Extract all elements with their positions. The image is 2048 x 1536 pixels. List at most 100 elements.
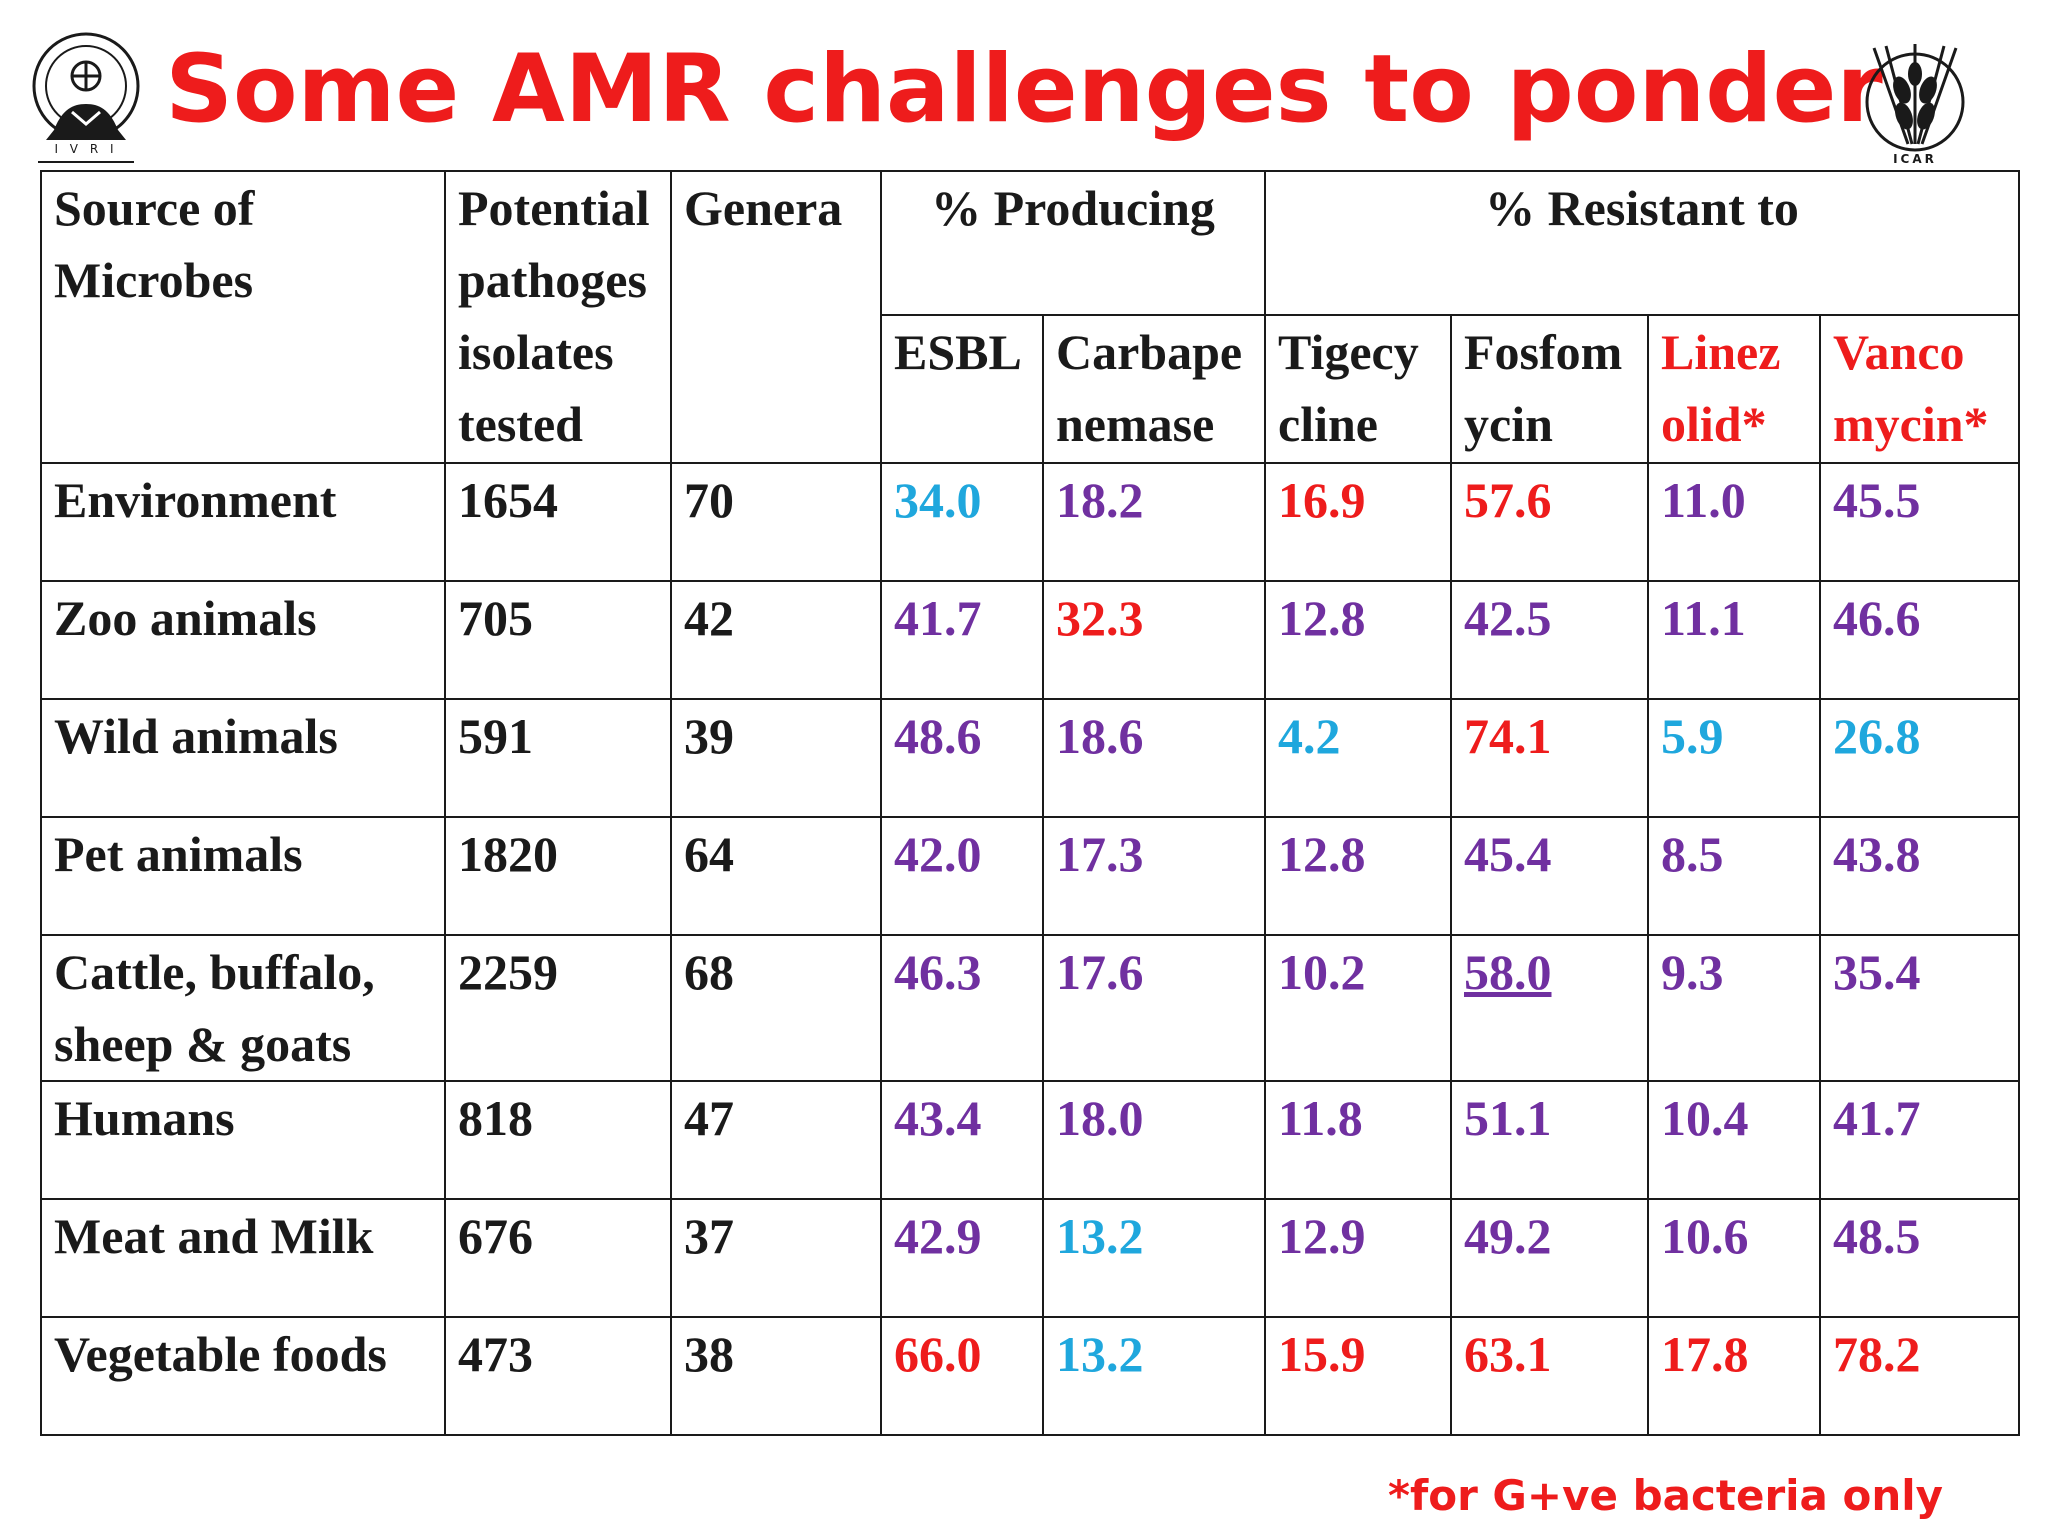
row-source: Meat and Milk	[40, 1198, 446, 1318]
row-tigecycline: 4.2	[1264, 698, 1452, 818]
row-vancomycin: 45.5	[1819, 462, 2020, 582]
row-genera: 38	[670, 1316, 882, 1436]
row-tigecycline: 10.2	[1264, 934, 1452, 1082]
row-source: Pet animals	[40, 816, 446, 936]
row-fosfomycin: 74.1	[1450, 698, 1649, 818]
row-esbl: 43.4	[880, 1080, 1044, 1200]
row-genera: 68	[670, 934, 882, 1082]
row-esbl: 66.0	[880, 1316, 1044, 1436]
row-fosfomycin: 49.2	[1450, 1198, 1649, 1318]
row-vancomycin: 46.6	[1819, 580, 2020, 700]
row-tigecycline: 12.8	[1264, 816, 1452, 936]
row-linezolid: 8.5	[1647, 816, 1821, 936]
fosfomycin-underlined-value: 58.0	[1464, 944, 1552, 1000]
row-potential: 473	[444, 1316, 672, 1436]
row-source: Vegetable foods	[40, 1316, 446, 1436]
row-vancomycin: 48.5	[1819, 1198, 2020, 1318]
table-row: Environment 1654 70 34.0 18.2 16.9 57.6 …	[40, 462, 2020, 582]
row-tigecycline: 12.9	[1264, 1198, 1452, 1318]
row-linezolid: 10.6	[1647, 1198, 1821, 1318]
row-genera: 64	[670, 816, 882, 936]
row-potential: 705	[444, 580, 672, 700]
table-row: Humans 818 47 43.4 18.0 11.8 51.1 10.4 4…	[40, 1080, 2020, 1200]
row-esbl: 42.9	[880, 1198, 1044, 1318]
row-potential: 818	[444, 1080, 672, 1200]
row-carbapenemase: 13.2	[1042, 1316, 1266, 1436]
header-genera: Genera	[670, 170, 882, 464]
row-linezolid: 10.4	[1647, 1080, 1821, 1200]
row-carbapenemase: 18.2	[1042, 462, 1266, 582]
table-row: Cattle, buffalo, sheep & goats 2259 68 4…	[40, 934, 2020, 1082]
header-esbl: ESBL	[880, 314, 1044, 464]
row-linezolid: 11.0	[1647, 462, 1821, 582]
row-source: Humans	[40, 1080, 446, 1200]
row-vancomycin: 35.4	[1819, 934, 2020, 1082]
amr-resistance-table: Source of Microbes Potential pathoges is…	[40, 170, 2020, 1436]
table-row: Zoo animals 705 42 41.7 32.3 12.8 42.5 1…	[40, 580, 2020, 700]
row-genera: 42	[670, 580, 882, 700]
header-carbapenemase: Carbape nemase	[1042, 314, 1266, 464]
row-tigecycline: 16.9	[1264, 462, 1452, 582]
row-source: Wild animals	[40, 698, 446, 818]
header-fosfomycin: Fosfom ycin	[1450, 314, 1649, 464]
row-vancomycin: 78.2	[1819, 1316, 2020, 1436]
row-esbl: 46.3	[880, 934, 1044, 1082]
header-source: Source of Microbes	[40, 170, 446, 464]
table-row: Pet animals 1820 64 42.0 17.3 12.8 45.4 …	[40, 816, 2020, 936]
table-row: Meat and Milk 676 37 42.9 13.2 12.9 49.2…	[40, 1198, 2020, 1318]
row-potential: 1654	[444, 462, 672, 582]
row-fosfomycin: 45.4	[1450, 816, 1649, 936]
row-fosfomycin: 58.0	[1450, 934, 1649, 1082]
row-source: Zoo animals	[40, 580, 446, 700]
row-potential: 591	[444, 698, 672, 818]
ivri-emblem-icon: I V R I	[28, 28, 144, 176]
row-carbapenemase: 18.6	[1042, 698, 1266, 818]
footnote: *for G+ve bacteria only	[1388, 1471, 1944, 1520]
row-linezolid: 17.8	[1647, 1316, 1821, 1436]
row-potential: 2259	[444, 934, 672, 1082]
row-esbl: 42.0	[880, 816, 1044, 936]
row-fosfomycin: 42.5	[1450, 580, 1649, 700]
row-genera: 37	[670, 1198, 882, 1318]
row-potential: 676	[444, 1198, 672, 1318]
header-percent-producing: % Producing	[880, 170, 1266, 316]
row-fosfomycin: 63.1	[1450, 1316, 1649, 1436]
row-vancomycin: 41.7	[1819, 1080, 2020, 1200]
row-linezolid: 9.3	[1647, 934, 1821, 1082]
row-fosfomycin: 51.1	[1450, 1080, 1649, 1200]
header-vancomycin: Vanco mycin*	[1819, 314, 2020, 464]
row-tigecycline: 12.8	[1264, 580, 1452, 700]
row-linezolid: 5.9	[1647, 698, 1821, 818]
row-fosfomycin: 57.6	[1450, 462, 1649, 582]
icar-wheat-emblem-icon: ICAR	[1850, 40, 1980, 175]
row-esbl: 41.7	[880, 580, 1044, 700]
header-linezolid: Linez olid*	[1647, 314, 1821, 464]
icar-logo-text: ICAR	[1893, 152, 1937, 166]
row-tigecycline: 11.8	[1264, 1080, 1452, 1200]
row-esbl: 48.6	[880, 698, 1044, 818]
row-esbl: 34.0	[880, 462, 1044, 582]
header-percent-resistant: % Resistant to	[1264, 170, 2020, 316]
row-linezolid: 11.1	[1647, 580, 1821, 700]
table-row: Wild animals 591 39 48.6 18.6 4.2 74.1 5…	[40, 698, 2020, 818]
row-carbapenemase: 17.3	[1042, 816, 1266, 936]
row-genera: 47	[670, 1080, 882, 1200]
row-vancomycin: 43.8	[1819, 816, 2020, 936]
row-potential: 1820	[444, 816, 672, 936]
header-potential-isolates: Potential pathoges isolates tested	[444, 170, 672, 464]
table-subheader-row: ESBL Carbape nemase Tigecy cline Fosfom …	[41, 314, 2020, 464]
row-source: Environment	[40, 462, 446, 582]
table-header-row: Source of Microbes Potential pathoges is…	[40, 170, 2020, 464]
ivri-logo-text: I V R I	[54, 142, 118, 156]
row-vancomycin: 26.8	[1819, 698, 2020, 818]
row-carbapenemase: 17.6	[1042, 934, 1266, 1082]
table-row: Vegetable foods 473 38 66.0 13.2 15.9 63…	[40, 1316, 2020, 1436]
slide-title: Some AMR challenges to ponder	[165, 35, 1883, 144]
row-genera: 70	[670, 462, 882, 582]
row-carbapenemase: 18.0	[1042, 1080, 1266, 1200]
row-tigecycline: 15.9	[1264, 1316, 1452, 1436]
row-carbapenemase: 13.2	[1042, 1198, 1266, 1318]
header-tigecycline: Tigecy cline	[1264, 314, 1452, 464]
row-genera: 39	[670, 698, 882, 818]
row-source: Cattle, buffalo, sheep & goats	[40, 934, 446, 1082]
